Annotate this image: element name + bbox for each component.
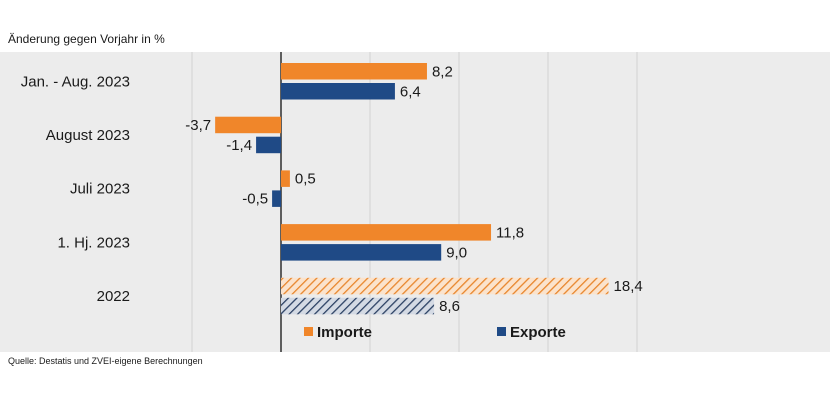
category-label: Jan. - Aug. 2023: [21, 73, 130, 90]
data-label: 18,4: [614, 278, 643, 295]
data-label: 8,2: [432, 63, 453, 80]
data-label: 9,0: [446, 244, 467, 261]
category-label: 2022: [97, 288, 130, 305]
category-label: August 2023: [46, 127, 130, 144]
data-label: -1,4: [226, 137, 252, 154]
data-label: -3,7: [185, 117, 211, 134]
legend-label-exporte: Exporte: [510, 324, 566, 341]
bar-exporte: [256, 136, 281, 154]
bar-importe: [281, 224, 492, 241]
legend-label-importe: Importe: [317, 324, 372, 341]
bar-exporte: [281, 83, 395, 100]
bar-exporte: [272, 190, 281, 207]
bar-importe: [215, 116, 281, 134]
bar-importe: [281, 277, 609, 295]
bar-exporte: [281, 244, 442, 261]
bar-importe: [281, 63, 427, 80]
data-label: 11,8: [496, 224, 524, 241]
category-label: 1. Hj. 2023: [57, 234, 130, 251]
bar-importe: [281, 170, 290, 187]
bar-exporte: [281, 297, 435, 315]
data-label: 6,4: [400, 83, 421, 100]
chart-source: Quelle: Destatis und ZVEI-eigene Berechn…: [8, 356, 203, 366]
legend-swatch-exporte: [497, 327, 506, 336]
category-label: Juli 2023: [70, 181, 130, 198]
chart-subtitle: Änderung gegen Vorjahr in %: [8, 32, 165, 46]
data-label: 8,6: [439, 298, 460, 315]
data-label: 0,5: [295, 171, 316, 188]
legend-swatch-importe: [304, 327, 313, 336]
data-label: -0,5: [242, 191, 268, 208]
